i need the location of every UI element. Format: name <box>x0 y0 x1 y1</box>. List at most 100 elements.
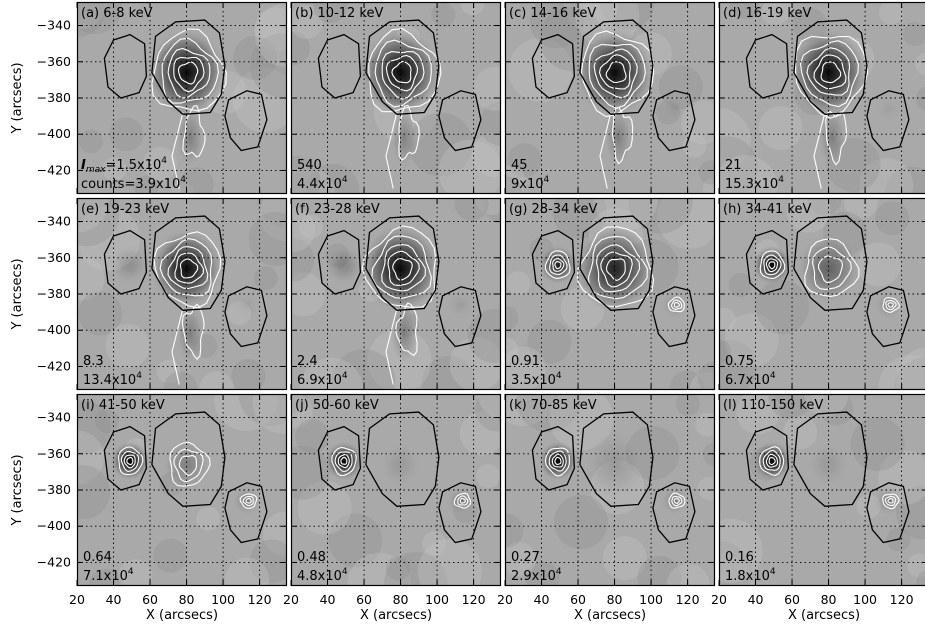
intensity-contour <box>599 112 612 189</box>
intensity-contour <box>762 449 781 471</box>
intensity-contour <box>813 112 826 189</box>
counts-annotation: 9x104 <box>511 175 550 192</box>
y-axis-label: Y (arcsecs) <box>10 258 25 330</box>
intensity-contour <box>385 308 398 385</box>
intensity-contour <box>167 47 211 99</box>
y-axis-label: Y (arcsecs) <box>10 62 25 134</box>
imax-annotation: 0.91 <box>511 354 540 369</box>
footpoint-source <box>109 441 150 482</box>
region-outline <box>652 286 696 348</box>
intensity-contour <box>882 297 900 313</box>
x-tick-label: 20 <box>283 592 299 607</box>
intensity-contour <box>381 244 426 292</box>
x-tick-label: 100 <box>211 592 235 607</box>
region-outline <box>224 286 268 348</box>
footpoint-source <box>231 485 262 516</box>
loop-top-source <box>360 224 441 313</box>
intensity-contour <box>673 302 680 308</box>
x-tick-label: 40 <box>748 592 764 607</box>
region-outline <box>438 286 482 348</box>
counts-annotation: 4.4x104 <box>297 175 348 192</box>
x-tick-label: 100 <box>853 592 877 607</box>
region-outline <box>866 482 910 544</box>
intensity-contour <box>544 250 571 279</box>
panel-title: (h) 34-41 keV <box>723 202 811 217</box>
intensity-contour <box>381 51 425 100</box>
y-tick-label: −340 <box>37 410 71 425</box>
y-tick-label: −380 <box>37 90 71 105</box>
intensity-contour <box>804 238 860 297</box>
intensity-contour <box>171 308 184 385</box>
footpoint-source <box>445 289 476 320</box>
intensity-contour <box>453 492 472 509</box>
intensity-contour <box>173 448 204 483</box>
panel-title: (e) 19-23 keV <box>81 202 169 217</box>
footpoint-source <box>445 485 476 516</box>
region-outline <box>745 229 790 295</box>
panel: (f) 23-28 keV 2.4 6.9x104 <box>290 197 502 391</box>
region-outline <box>866 286 910 348</box>
intensity-contour <box>361 225 437 308</box>
imax-annotation: 540 <box>297 158 322 173</box>
footpoint-source <box>873 485 904 516</box>
x-tick-label: 60 <box>570 592 586 607</box>
intensity-contour <box>387 250 420 286</box>
panel: (j) 50-60 keV 0.48 4.8x104 20 40 60 80 100 120 X … <box>283 393 502 623</box>
x-tick-label: 40 <box>320 592 336 607</box>
region-outline <box>438 90 482 152</box>
intensity-contour <box>593 48 638 99</box>
intensity-contour <box>159 238 213 297</box>
imax-annotation: 0.16 <box>725 550 754 565</box>
panel: (e) 19-23 keV 8.3 13.4x104 −340 −360 −380 −400… <box>10 197 288 391</box>
intensity-contour <box>580 30 655 118</box>
counts-annotation: 15.3x104 <box>725 175 784 192</box>
x-axis-label: X (arcsecs) <box>788 608 860 623</box>
counts-annotation: 6.7x104 <box>725 371 776 388</box>
x-tick-label: 80 <box>393 592 409 607</box>
region-outline <box>793 19 868 115</box>
panel: (c) 14-16 keV 45 9x104 <box>504 1 716 195</box>
intensity-contour <box>799 40 859 108</box>
intensity-contour <box>340 456 348 465</box>
intensity-contour <box>763 254 782 276</box>
footpoint-source <box>873 289 904 320</box>
region-outline <box>793 215 868 311</box>
x-tick-label: 60 <box>356 592 372 607</box>
counts-annotation: 1.8x104 <box>725 567 776 584</box>
y-tick-label: −400 <box>37 126 71 141</box>
intensity-contour <box>182 105 206 158</box>
intensity-contour <box>817 255 844 284</box>
imax-annotation: 45 <box>511 158 528 173</box>
x-tick-label: 120 <box>248 592 272 607</box>
y-tick-label: −360 <box>37 446 71 461</box>
intensity-contour <box>171 112 184 189</box>
y-tick-label: −420 <box>37 554 71 569</box>
region-outline <box>745 33 790 99</box>
footpoint-source <box>323 245 364 286</box>
panel: (b) 10-12 keV 540 4.4x104 <box>290 1 502 195</box>
intensity-contour <box>587 235 648 300</box>
region-outline <box>365 215 440 311</box>
x-tick-label: 80 <box>607 592 623 607</box>
panel-title: (a) 6-8 keV <box>81 6 153 21</box>
intensity-contour <box>806 47 851 96</box>
region-outline <box>103 229 148 295</box>
intensity-contour <box>598 54 631 90</box>
x-tick-label: 20 <box>711 592 727 607</box>
intensity-contour <box>181 303 205 361</box>
intensity-contour <box>457 495 469 506</box>
intensity-contour <box>588 43 646 109</box>
intensity-contour <box>548 450 567 472</box>
intensity-contour <box>605 61 627 84</box>
panel-title: (j) 50-60 keV <box>295 398 379 413</box>
counts-annotation: 7.1x104 <box>83 567 134 584</box>
y-tick-label: −420 <box>37 162 71 177</box>
region-outline <box>317 229 362 295</box>
y-tick-label: −360 <box>37 250 71 265</box>
x-tick-label: 40 <box>534 592 550 607</box>
counts-annotation: 6.9x104 <box>297 371 348 388</box>
x-axis-label: X (arcsecs) <box>574 608 646 623</box>
panel: (d) 16-19 keV 21 15.3x104 <box>718 1 925 195</box>
